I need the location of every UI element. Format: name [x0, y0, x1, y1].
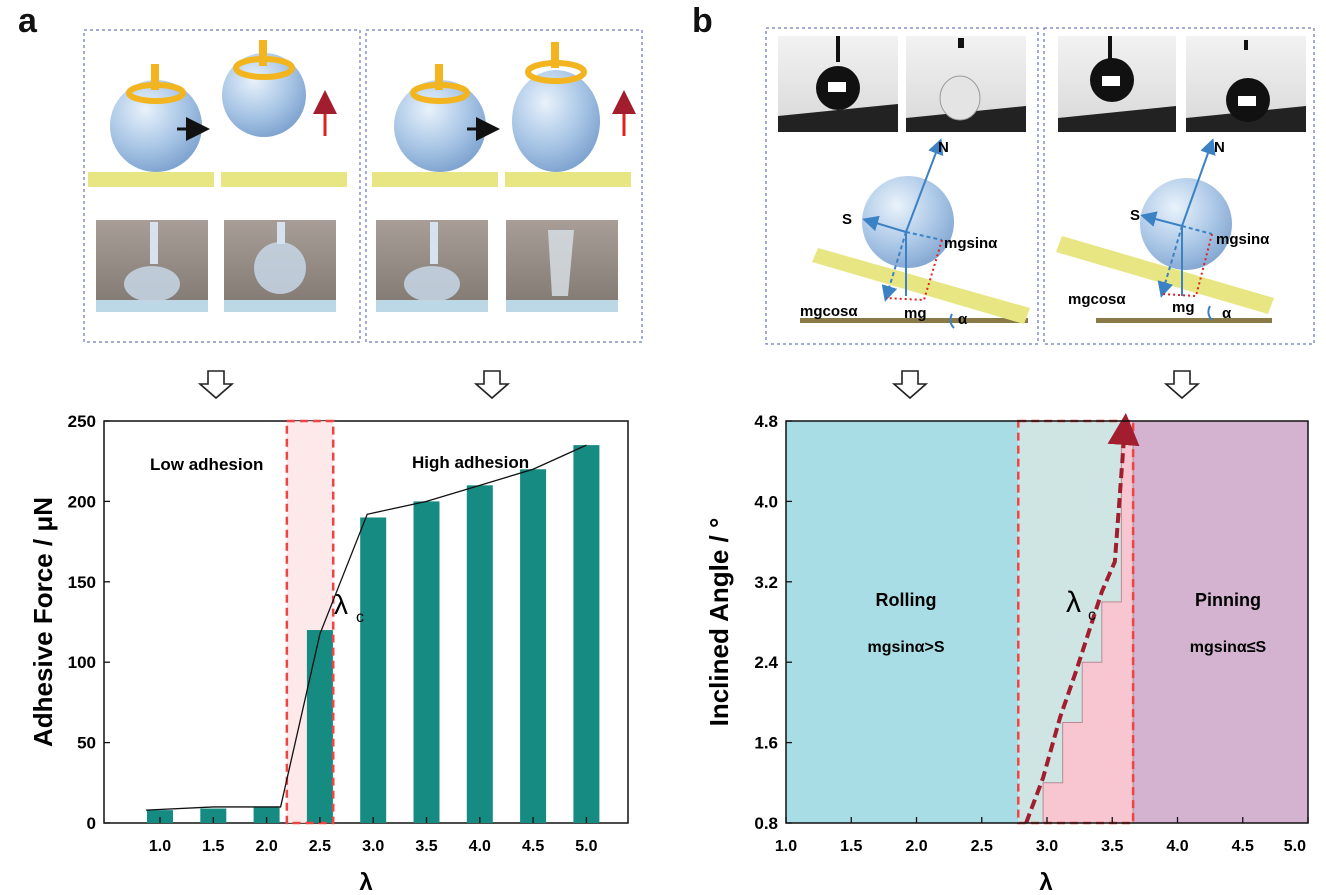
panel-label-a: a [18, 2, 37, 40]
critical-band-outline [285, 419, 335, 825]
x-tick-label: 4.0 [469, 838, 491, 855]
y-tick-label: 1.6 [754, 734, 778, 753]
x-tick-label: 2.0 [905, 838, 927, 855]
down-arrows [197, 370, 1201, 400]
pinning-condition: mgsinα≤S [1190, 639, 1267, 656]
bar [413, 501, 440, 823]
y-tick-label: 4.0 [754, 492, 778, 511]
force-label-mg: mg [904, 305, 927, 322]
bar [147, 810, 173, 823]
x-tick-label: 2.5 [309, 838, 331, 855]
force-label-N: N [1214, 139, 1225, 156]
x-tick-label: 1.0 [149, 838, 171, 855]
y-tick-label: 4.8 [754, 412, 778, 431]
trend-arrow [1024, 413, 1140, 824]
rolling-condition: mgsinα>S [868, 639, 945, 656]
x-tick-label: 3.0 [1036, 838, 1058, 855]
critical-lambda-label: λ [334, 589, 348, 620]
x-tick-label: 4.5 [522, 838, 544, 855]
rolling-title: Rolling [876, 590, 937, 610]
force-label-mgcos: mgcosα [800, 303, 858, 320]
x-tick-label: 3.5 [1101, 838, 1123, 855]
x-tick-label: 2.5 [971, 838, 993, 855]
y-tick-label: 200 [68, 492, 96, 511]
bar [573, 445, 600, 823]
bar [200, 808, 227, 823]
y-tick-label: 50 [77, 734, 96, 753]
y-tick-label: 3.2 [754, 573, 778, 592]
panel-label-b: b [692, 2, 713, 40]
critical-lambda-subscript: c [356, 609, 364, 626]
x-axis-label: λ [1039, 869, 1052, 895]
y-tick-label: 150 [68, 573, 96, 592]
down-arrow-icon [891, 370, 929, 400]
y-tick-label: 100 [68, 653, 96, 672]
force-label-S: S [842, 211, 852, 228]
x-tick-label: 2.0 [255, 838, 277, 855]
x-tick-label: 1.0 [775, 838, 797, 855]
bar [466, 485, 493, 823]
rolling-region [786, 421, 1019, 823]
x-tick-label: 1.5 [840, 838, 862, 855]
pinning-title: Pinning [1195, 590, 1261, 610]
force-label-alpha: α [1222, 305, 1232, 322]
panel-b-schematic: N S mgsinα mgcosα mg α N S mgsinα mgcosα… [765, 27, 1315, 345]
bar [520, 469, 547, 823]
force-label-N: N [938, 139, 949, 156]
inclined-angle-phase-chart: 0.8 1.6 2.4 3.2 4.0 4.8 1.0 1.5 2.0 2.5 3.0 3.5 4.0 4… [704, 412, 1309, 895]
x-tick-label: 5.0 [575, 838, 597, 855]
force-label-mgsin: mgsinα [944, 235, 998, 252]
force-label-mg: mg [1172, 299, 1195, 316]
x-tick-label: 5.0 [1284, 838, 1306, 855]
bar [360, 517, 387, 823]
x-tick-label: 4.5 [1232, 838, 1254, 855]
y-axis-label: Adhesive Force / μN [28, 497, 58, 747]
pinning-region [1133, 421, 1308, 823]
y-tick-label: 250 [68, 412, 96, 431]
x-axis-label: λ [359, 869, 372, 895]
x-tick-label: 3.0 [362, 838, 384, 855]
force-label-S: S [1130, 207, 1140, 224]
force-label-mgcos: mgcosα [1068, 291, 1126, 308]
x-tick-label: 3.5 [415, 838, 437, 855]
bar [306, 630, 333, 823]
down-arrow-icon [197, 370, 235, 400]
y-tick-label: 0.8 [754, 814, 778, 833]
panel-a-schematic [83, 29, 643, 343]
x-tick-label: 4.0 [1166, 838, 1188, 855]
y-axis-label: Inclined Angle / ° [704, 518, 734, 727]
x-tick-label: 1.5 [202, 838, 224, 855]
critical-lambda-label: λ [1066, 586, 1081, 619]
adhesion-bar-chart: 0 50 100 150 200 250 1.0 1.5 2.0 2.5 3.0 3.5 4.0 4.5 5… [28, 412, 629, 895]
photo-row-a [96, 220, 618, 312]
critical-lambda-subscript: c [1088, 607, 1096, 624]
bar [253, 806, 280, 823]
trend-line [145, 444, 587, 811]
y-tick-label: 0 [87, 814, 96, 833]
y-tick-label: 2.4 [754, 653, 778, 672]
force-label-mgsin: mgsinα [1216, 231, 1270, 248]
region-label-high: High adhesion [412, 453, 529, 472]
down-arrow-icon [473, 370, 511, 400]
force-label-alpha: α [958, 311, 968, 328]
down-arrow-icon [1163, 370, 1201, 400]
region-label-low: Low adhesion [150, 455, 263, 474]
